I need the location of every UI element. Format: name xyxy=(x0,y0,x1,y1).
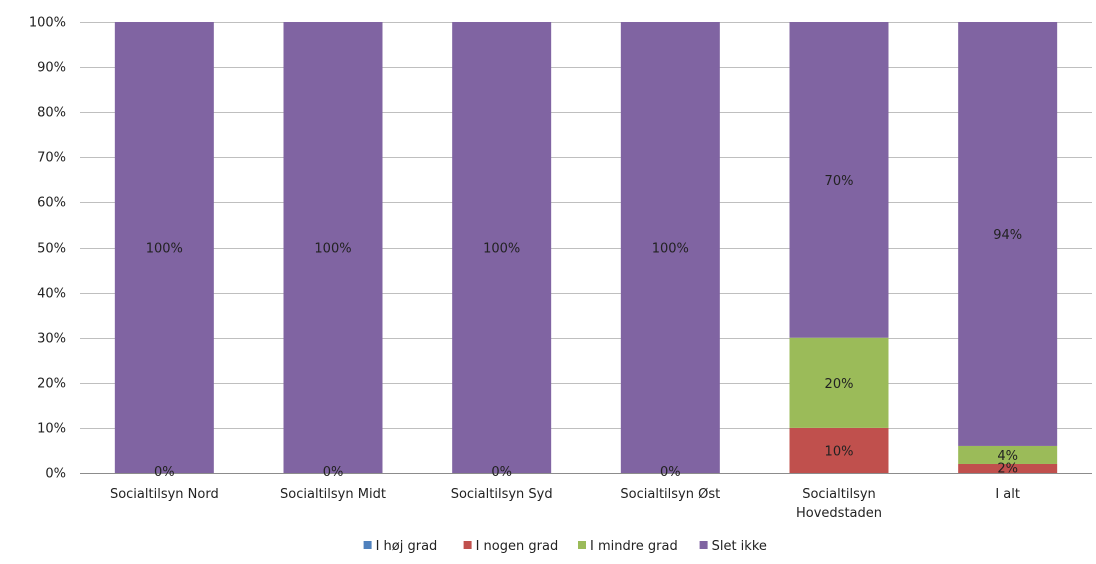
data-label: 70% xyxy=(825,174,854,189)
y-tick-label: 70% xyxy=(37,151,66,166)
bar-segment-slet-ikke xyxy=(114,22,214,473)
bar-segment-slet-ikke xyxy=(283,22,383,473)
bar-segment-i-nogen-grad xyxy=(958,463,1058,473)
data-label: 2% xyxy=(997,461,1018,476)
data-label: 10% xyxy=(825,444,854,459)
x-tick-label: Socialtilsyn Midt xyxy=(280,487,386,502)
legend-swatch xyxy=(578,541,586,549)
data-label: 100% xyxy=(146,242,183,257)
x-tick-label: I alt xyxy=(995,487,1020,502)
bar-segment-slet-ikke xyxy=(958,22,1058,446)
legend-swatch xyxy=(463,541,472,549)
x-tick-label: Socialtilsyn Nord xyxy=(110,487,219,502)
legend-entry: Slet ikke xyxy=(712,539,767,554)
bar-segment-i-mindre-grad xyxy=(958,445,1058,464)
y-tick-label: 10% xyxy=(37,422,66,437)
x-tick-label: Hovedstaden xyxy=(796,506,882,521)
legend-entry: I høj grad xyxy=(376,539,438,554)
y-tick-label: 50% xyxy=(37,242,66,257)
data-label: 0% xyxy=(491,465,512,480)
y-tick-label: 90% xyxy=(37,61,66,76)
bar-segment-slet-ikke xyxy=(789,22,889,338)
data-label: 0% xyxy=(323,465,344,480)
data-label: 0% xyxy=(660,465,681,480)
data-label: 94% xyxy=(993,228,1022,243)
y-tick-label: 60% xyxy=(37,196,66,211)
data-labels: 0% 0% 0% 0% 10% 20% 70% 2%4% 94% 100% 100% 100% 100% xyxy=(146,174,1022,480)
x-tick-label: Socialtilsyn xyxy=(802,487,876,502)
legend-swatch xyxy=(363,541,372,549)
bar-segment-i-nogen-grad xyxy=(789,427,889,473)
x-tick-label: Socialtilsyn Syd xyxy=(451,487,553,502)
bar-segment-slet-ikke xyxy=(620,22,720,473)
data-label: 20% xyxy=(825,377,854,392)
bar-segment-i-mindre-grad xyxy=(789,337,889,428)
y-axis-ticks: 0% 10% 20% 30% 40% 50% 60% 70% 80% 90% 100% xyxy=(29,16,66,482)
y-tick-label: 100% xyxy=(29,16,66,31)
y-tick-label: 80% xyxy=(37,106,66,121)
legend-swatch xyxy=(699,541,708,549)
data-label: 100% xyxy=(652,242,689,257)
data-label: 4% xyxy=(997,449,1018,464)
legend: I høj grad I nogen grad I mindre grad Slet … xyxy=(363,539,767,554)
y-tick-label: 20% xyxy=(37,377,66,392)
bars xyxy=(114,22,1058,473)
y-tick-label: 0% xyxy=(45,467,66,482)
data-label: 100% xyxy=(483,242,520,257)
x-tick-label: Socialtilsyn Øst xyxy=(620,487,720,502)
legend-entry: I nogen grad xyxy=(476,539,559,554)
data-label: 0% xyxy=(154,465,175,480)
legend-entry: I mindre grad xyxy=(590,539,678,554)
y-tick-label: 30% xyxy=(37,332,66,347)
x-axis-ticks: Socialtilsyn Nord Socialtilsyn Midt Social… xyxy=(110,487,1020,521)
y-tick-label: 40% xyxy=(37,287,66,302)
gridlines xyxy=(80,22,1092,474)
bar-segment-slet-ikke xyxy=(452,22,552,473)
data-label: 100% xyxy=(314,242,351,257)
